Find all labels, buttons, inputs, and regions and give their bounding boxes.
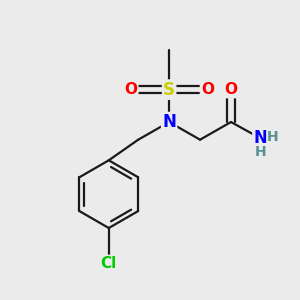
Text: N: N: [254, 129, 267, 147]
Text: O: O: [224, 82, 238, 97]
Text: S: S: [163, 81, 175, 99]
Text: O: O: [124, 82, 137, 97]
Text: O: O: [201, 82, 214, 97]
Text: N: N: [162, 113, 176, 131]
Text: H: H: [255, 146, 266, 159]
Text: H: H: [267, 130, 279, 144]
Text: Cl: Cl: [101, 256, 117, 271]
